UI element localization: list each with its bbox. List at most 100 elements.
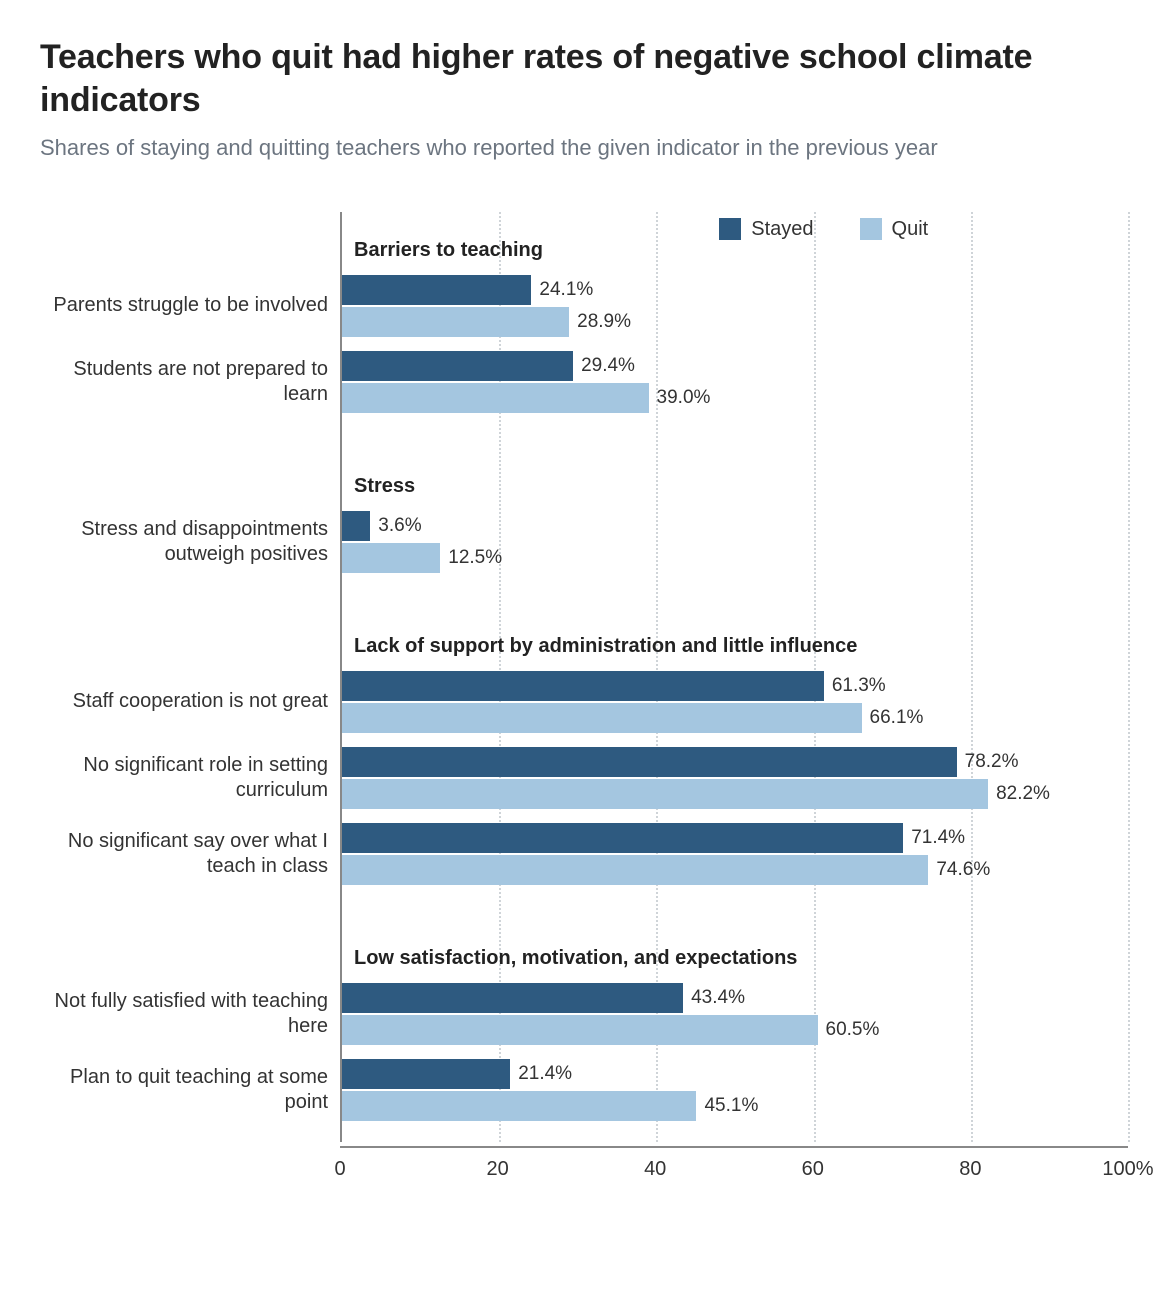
legend-item-quit: Quit (860, 218, 929, 241)
section-spacer (342, 580, 1128, 608)
bar-line-stayed: 29.4% (342, 351, 1128, 381)
bar-line-stayed: 3.6% (342, 511, 1128, 541)
chart-body: Parents struggle to be involvedStudents … (40, 212, 1128, 1142)
row-label-cell: Not fully satisfied with teaching here (40, 976, 340, 1052)
x-axis-tick-label: 20 (486, 1158, 508, 1181)
bar-line-stayed: 61.3% (342, 671, 1128, 701)
bar-line-quit: 74.6% (342, 855, 1128, 885)
row-bars-cell: 61.3% 66.1% (342, 664, 1128, 740)
y-labels-column: Parents struggle to be involvedStudents … (40, 212, 340, 1142)
x-axis: 020406080100% (340, 1146, 1128, 1186)
section-header-row: Lack of support by administration and li… (342, 608, 1128, 664)
bar-group: 43.4% 60.5% (342, 976, 1128, 1052)
x-axis-tick-label: 40 (644, 1158, 666, 1181)
bar-value-label: 61.3% (832, 675, 886, 697)
axis-spacer (40, 1146, 340, 1186)
bar-value-label: 43.4% (691, 987, 745, 1009)
bar-stayed (342, 823, 903, 853)
category-label: Parents struggle to be involved (40, 268, 340, 344)
legend-swatch (719, 218, 741, 240)
bar-line-quit: 39.0% (342, 383, 1128, 413)
category-label: Students are not prepared to learn (40, 344, 340, 420)
bar-value-label: 21.4% (518, 1063, 572, 1085)
row-bars-cell: 24.1% 28.9% (342, 268, 1128, 344)
section-header: Barriers to teaching (342, 239, 543, 262)
row-bars-cell: 43.4% 60.5% (342, 976, 1128, 1052)
bar-value-label: 66.1% (870, 707, 924, 729)
category-label: Staff cooperation is not great (40, 664, 340, 740)
section-header-spacer (40, 212, 340, 268)
bar-value-label: 12.5% (448, 547, 502, 569)
row-bars-cell: 3.6% 12.5% (342, 504, 1128, 580)
legend-label: Stayed (751, 218, 813, 241)
x-axis-tick-label: 80 (959, 1158, 981, 1181)
section-spacer (342, 420, 1128, 448)
bar-line-stayed: 71.4% (342, 823, 1128, 853)
section-spacer (342, 892, 1128, 920)
section-header: Stress (342, 475, 415, 498)
bar-value-label: 3.6% (378, 515, 421, 537)
bar-value-label: 45.1% (704, 1095, 758, 1117)
x-axis-row: 020406080100% (40, 1146, 1128, 1186)
bar-group: 21.4% 45.1% (342, 1052, 1128, 1128)
bar-value-label: 82.2% (996, 783, 1050, 805)
bar-stayed (342, 275, 531, 305)
section-header-spacer (40, 448, 340, 504)
section-header-spacer (40, 920, 340, 976)
bar-line-quit: 66.1% (342, 703, 1128, 733)
bar-group: 29.4% 39.0% (342, 344, 1128, 420)
bar-stayed (342, 747, 957, 777)
category-label: No significant say over what I teach in … (40, 816, 340, 892)
bar-line-stayed: 21.4% (342, 1059, 1128, 1089)
bar-value-label: 24.1% (539, 279, 593, 301)
bar-quit (342, 307, 569, 337)
bar-quit (342, 855, 928, 885)
plot-area: Stayed Quit Barriers to teaching 24.1% 28.9… (340, 212, 1128, 1142)
bar-group: 3.6% 12.5% (342, 504, 1128, 580)
bar-value-label: 29.4% (581, 355, 635, 377)
bar-quit (342, 1015, 818, 1045)
section-spacer (342, 1128, 1128, 1142)
category-label: No significant role in setting curriculu… (40, 740, 340, 816)
bar-value-label: 28.9% (577, 311, 631, 333)
section-header-row: Low satisfaction, motivation, and expect… (342, 920, 1128, 976)
section-header: Low satisfaction, motivation, and expect… (342, 947, 797, 970)
section-spacer (40, 580, 340, 608)
bar-group: 24.1% 28.9% (342, 268, 1128, 344)
row-bars-cell: 71.4% 74.6% (342, 816, 1128, 892)
row-bars-cell: 21.4% 45.1% (342, 1052, 1128, 1128)
row-label-cell: Stress and disappointments outweigh posi… (40, 504, 340, 580)
category-label: Plan to quit teaching at some point (40, 1052, 340, 1128)
bar-group: 78.2% 82.2% (342, 740, 1128, 816)
chart-subtitle: Shares of staying and quitting teachers … (40, 133, 1128, 164)
plot-column: Stayed Quit Barriers to teaching 24.1% 28.9… (340, 212, 1128, 1142)
row-label-cell: Plan to quit teaching at some point (40, 1052, 340, 1128)
row-label-cell: Staff cooperation is not great (40, 664, 340, 740)
bar-line-stayed: 78.2% (342, 747, 1128, 777)
bar-value-label: 60.5% (826, 1019, 880, 1041)
bar-quit (342, 703, 862, 733)
row-label-cell: Parents struggle to be involved (40, 268, 340, 344)
legend-item-stayed: Stayed (719, 218, 813, 241)
row-bars-cell: 29.4% 39.0% (342, 344, 1128, 420)
bar-line-quit: 82.2% (342, 779, 1128, 809)
bar-line-stayed: 24.1% (342, 275, 1128, 305)
x-axis-tick-label: 100% (1102, 1158, 1153, 1181)
gridline (1128, 212, 1130, 1142)
category-label: Not fully satisfied with teaching here (40, 976, 340, 1052)
section-header-row: Stress (342, 448, 1128, 504)
section-header: Lack of support by administration and li… (342, 635, 857, 658)
bar-quit (342, 779, 988, 809)
bar-value-label: 74.6% (936, 859, 990, 881)
bar-value-label: 71.4% (911, 827, 965, 849)
legend-swatch (860, 218, 882, 240)
bar-value-label: 78.2% (965, 751, 1019, 773)
bar-line-quit: 60.5% (342, 1015, 1128, 1045)
x-axis-tick-label: 60 (802, 1158, 824, 1181)
section-spacer (40, 1128, 340, 1142)
legend: Stayed Quit (719, 218, 928, 241)
bar-quit (342, 543, 440, 573)
bar-stayed (342, 983, 683, 1013)
category-label: Stress and disappointments outweigh posi… (40, 504, 340, 580)
x-axis-tick-label: 0 (334, 1158, 345, 1181)
